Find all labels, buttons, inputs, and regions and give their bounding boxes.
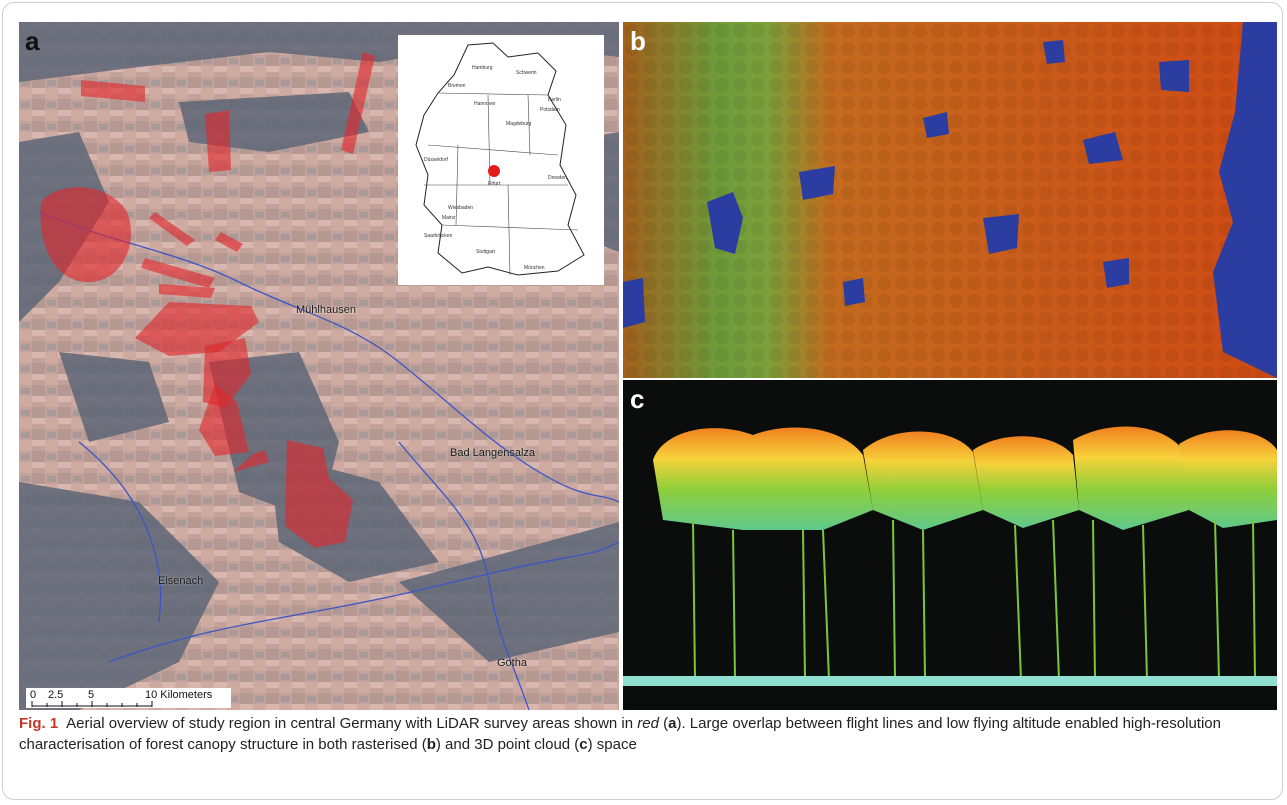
inset-city-potsdam: Potsdam (540, 107, 560, 113)
caption-ref-b: b (426, 736, 436, 753)
inset-city-dresden: Dresden (548, 175, 567, 181)
inset-city-schwerin: Schwerin (516, 70, 537, 76)
caption-text-1: Aerial overview of study region in centr… (66, 715, 638, 732)
inset-city-munchen: München (524, 265, 545, 271)
point-cloud-profile (623, 426, 1277, 686)
caption-label: Fig. 1 (19, 715, 59, 732)
caption-text-2: ( (658, 715, 669, 732)
inset-city-hannover: Hannover (474, 101, 496, 107)
rivers (38, 211, 619, 710)
place-label-bad-langensalza: Bad Langensalza (450, 447, 536, 459)
scale-label-2-5: 2.5 (48, 689, 64, 701)
scale-label-10-km: 10 Kilometers (145, 689, 213, 701)
panel-a-letter: a (25, 26, 40, 56)
tree-trunks (692, 519, 1256, 681)
inset-city-bremen: Bremen (448, 83, 466, 89)
scale-ruler (31, 701, 153, 707)
canopy-height-raster (623, 22, 1277, 378)
figure-caption: Fig. 1 Aerial overview of study region in… (19, 713, 1271, 755)
caption-ref-a: a (668, 715, 677, 732)
panel-c-point-cloud: c (623, 380, 1277, 710)
panel-c-letter: c (630, 384, 645, 414)
inset-city-saarbrucken: Saarbrücken (424, 233, 453, 239)
caption-text-3: ). Large overlap between flight lines an… (19, 715, 1221, 753)
caption-red-word: red (637, 715, 659, 732)
inset-city-berlin: Berlin (548, 97, 561, 103)
study-region-marker (488, 165, 500, 177)
inset-city-stuttgart: Stuttgart (476, 249, 495, 255)
canopy-gaps (623, 22, 1277, 378)
inset-city-mainz: Mainz (442, 215, 456, 221)
inset-city-wiesbaden: Wiesbaden (448, 205, 474, 211)
place-label-gotha: Gotha (497, 657, 527, 669)
germany-inset-map: Hamburg Schwerin Bremen Hannover Berlin … (398, 35, 604, 285)
panel-a-aerial-map: a Mühlhausen Bad Langensalza Eisenach Go… (19, 22, 619, 710)
inset-city-hamburg: Hamburg (472, 65, 493, 71)
panel-b-canopy-raster: b (623, 22, 1277, 378)
caption-text-4: ) and 3D point cloud ( (435, 736, 580, 753)
scale-label-5: 5 (88, 689, 95, 701)
ground-points (623, 676, 1277, 686)
caption-ref-c: c (579, 736, 588, 753)
place-label-muhlhausen: Mühlhausen (296, 304, 356, 316)
inset-city-magdeburg: Magdeburg (506, 121, 532, 127)
caption-text-5: ) space (587, 736, 637, 753)
scale-label-0: 0 (30, 689, 37, 701)
inset-city-erfurt: Erfurt (488, 181, 501, 187)
germany-outline (415, 42, 585, 276)
panel-b-letter: b (630, 26, 646, 56)
tree-crowns (653, 426, 1277, 530)
inset-city-dusseldorf: Düsseldorf (424, 157, 448, 163)
place-label-eisenach: Eisenach (158, 575, 204, 587)
scale-bar: 0 2.5 5 10 Kilometers (26, 688, 231, 708)
survey-area-overlays (40, 52, 375, 548)
